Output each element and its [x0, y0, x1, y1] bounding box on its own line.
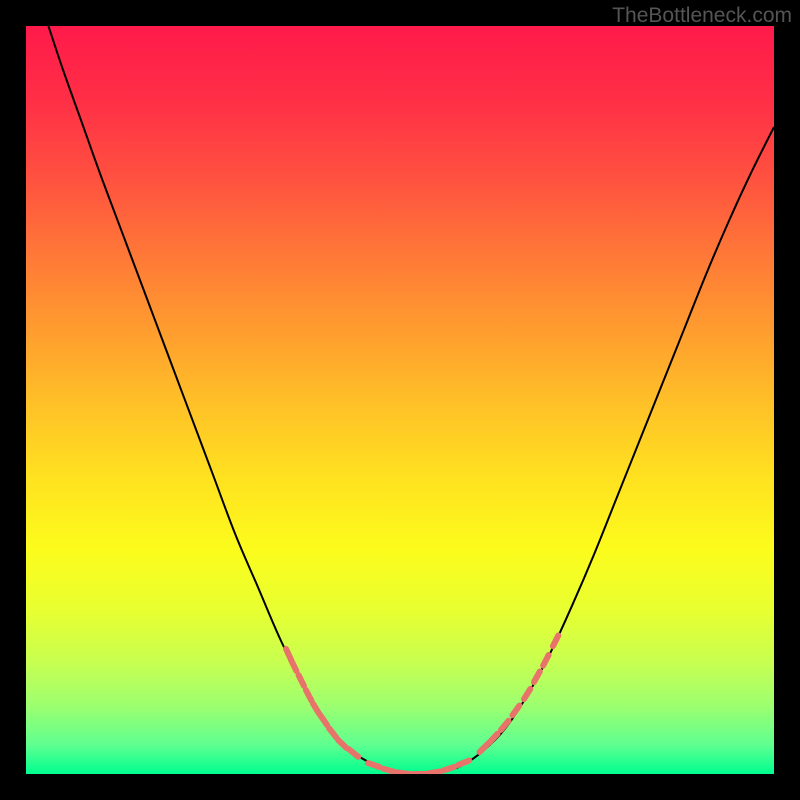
- watermark-text: TheBottleneck.com: [612, 4, 792, 28]
- chart-container: TheBottleneck.com: [0, 0, 800, 800]
- gradient-background: [26, 26, 774, 774]
- plot-area: [26, 26, 774, 774]
